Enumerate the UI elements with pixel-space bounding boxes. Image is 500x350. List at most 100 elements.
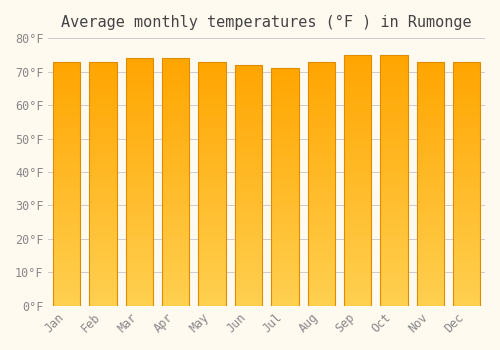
Bar <box>126 226 153 229</box>
Bar <box>162 155 190 157</box>
Bar <box>308 162 335 164</box>
Bar <box>198 274 226 276</box>
Bar <box>162 115 190 118</box>
Bar <box>126 288 153 291</box>
Bar <box>453 64 480 66</box>
Bar <box>417 291 444 294</box>
Bar <box>271 223 298 225</box>
Bar <box>162 133 190 135</box>
Bar <box>90 108 117 110</box>
Bar <box>126 165 153 167</box>
Bar <box>380 125 407 128</box>
Bar <box>90 132 117 135</box>
Bar <box>162 224 190 226</box>
Bar <box>53 262 80 264</box>
Bar <box>198 189 226 191</box>
Bar <box>53 281 80 284</box>
Bar <box>235 86 262 89</box>
Bar <box>308 294 335 296</box>
Bar <box>90 71 117 74</box>
Bar <box>271 289 298 292</box>
Bar <box>417 299 444 301</box>
Bar <box>271 242 298 244</box>
Bar <box>344 138 372 140</box>
Bar <box>308 108 335 110</box>
Bar <box>453 247 480 250</box>
Bar <box>453 257 480 259</box>
Bar <box>235 70 262 72</box>
Bar <box>308 157 335 159</box>
Bar <box>162 162 190 165</box>
Bar <box>308 167 335 169</box>
Bar <box>380 155 407 158</box>
Bar <box>271 118 298 120</box>
Bar <box>235 265 262 267</box>
Bar <box>235 226 262 229</box>
Bar <box>162 108 190 110</box>
Bar <box>198 64 226 66</box>
Bar <box>380 103 407 105</box>
Bar <box>417 286 444 289</box>
Bar <box>308 289 335 291</box>
Bar <box>344 186 372 188</box>
Bar <box>308 172 335 174</box>
Bar <box>417 115 444 118</box>
Bar <box>344 95 372 98</box>
Bar <box>453 184 480 186</box>
Bar <box>453 91 480 93</box>
Bar <box>453 115 480 118</box>
Bar <box>308 218 335 220</box>
Bar <box>162 103 190 105</box>
Bar <box>126 279 153 281</box>
Bar <box>271 265 298 268</box>
Bar <box>271 68 298 306</box>
Bar <box>417 272 444 274</box>
Bar <box>380 261 407 263</box>
Bar <box>453 105 480 108</box>
Bar <box>380 253 407 255</box>
Bar <box>271 73 298 75</box>
Bar <box>235 200 262 202</box>
Bar <box>53 137 80 140</box>
Bar <box>126 90 153 93</box>
Bar <box>453 181 480 184</box>
Bar <box>235 99 262 101</box>
Bar <box>380 286 407 288</box>
Bar <box>344 60 372 62</box>
Bar <box>453 296 480 299</box>
Bar <box>90 145 117 147</box>
Bar <box>198 105 226 108</box>
Bar <box>453 125 480 127</box>
Bar <box>271 168 298 170</box>
Bar <box>271 230 298 232</box>
Bar <box>198 74 226 76</box>
Bar <box>90 203 117 206</box>
Bar <box>453 108 480 110</box>
Bar <box>53 289 80 291</box>
Bar <box>344 283 372 286</box>
Bar <box>271 140 298 142</box>
Bar <box>344 251 372 253</box>
Bar <box>162 266 190 269</box>
Bar <box>90 62 117 64</box>
Bar <box>162 281 190 284</box>
Bar <box>308 154 335 157</box>
Bar <box>344 170 372 173</box>
Bar <box>344 107 372 110</box>
Bar <box>380 165 407 168</box>
Bar <box>126 78 153 80</box>
Bar <box>380 55 407 306</box>
Bar <box>380 283 407 286</box>
Bar <box>271 71 298 73</box>
Bar <box>380 246 407 248</box>
Bar <box>308 101 335 103</box>
Bar <box>198 254 226 257</box>
Bar <box>53 257 80 259</box>
Bar <box>380 293 407 296</box>
Bar <box>344 218 372 220</box>
Bar <box>162 113 190 115</box>
Bar <box>90 62 117 306</box>
Bar <box>90 216 117 218</box>
Bar <box>126 239 153 241</box>
Bar <box>53 189 80 191</box>
